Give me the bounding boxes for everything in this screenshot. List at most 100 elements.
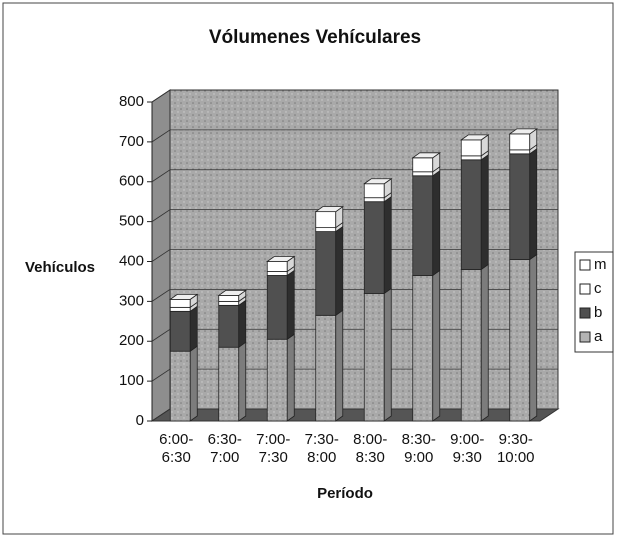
bar-front xyxy=(266,271,288,276)
bar-front xyxy=(169,310,191,352)
bar-front xyxy=(169,298,191,308)
legend-swatch xyxy=(579,259,591,271)
bar-front xyxy=(266,261,288,272)
bar-front xyxy=(169,350,191,422)
bar-side xyxy=(335,309,344,422)
x-tick-label: 6:00-6:30 xyxy=(159,431,194,466)
bar-side xyxy=(383,287,392,422)
bar-top xyxy=(411,152,441,159)
x-tick-label: 8:00-8:30 xyxy=(353,431,388,466)
bar-top xyxy=(169,293,199,300)
bar-front xyxy=(460,155,482,161)
bar-front xyxy=(412,171,434,177)
bar-top xyxy=(460,134,490,141)
bar-front xyxy=(315,211,337,229)
y-tick-label: 400 xyxy=(119,252,144,269)
bar-segment xyxy=(412,269,441,422)
bar-segment xyxy=(169,305,198,352)
bar-front xyxy=(315,231,337,316)
legend-label: a xyxy=(594,328,603,345)
y-tick-label: 300 xyxy=(119,292,144,309)
bar-side xyxy=(383,195,392,295)
bar-front xyxy=(218,304,240,348)
floor xyxy=(150,408,560,422)
x-tick-label: 8:30-9:00 xyxy=(401,431,436,466)
bar-front xyxy=(363,201,385,294)
bar-front xyxy=(460,139,482,157)
bar-side xyxy=(529,253,538,422)
bar-front xyxy=(218,300,240,306)
x-tick-label: 6:30-7:00 xyxy=(207,431,242,466)
bar-front xyxy=(218,294,240,302)
bar-front xyxy=(363,292,385,422)
bar-side xyxy=(238,341,247,422)
bar-front xyxy=(412,175,434,276)
legend-label: m xyxy=(594,256,607,273)
bar-segment xyxy=(508,128,538,151)
bar-side xyxy=(238,299,247,349)
bar-front xyxy=(169,306,191,312)
bar-segment xyxy=(509,148,538,261)
bar-top xyxy=(266,256,296,262)
bar-segment xyxy=(509,253,538,422)
bar-front xyxy=(363,197,385,203)
y-tick-label: 100 xyxy=(119,372,144,389)
bar-front xyxy=(218,346,240,422)
grid-line xyxy=(151,89,558,103)
bar-segment xyxy=(169,345,198,422)
bar-front xyxy=(509,149,531,155)
bar-front xyxy=(266,338,288,422)
bar-segment xyxy=(217,289,247,303)
bar-front xyxy=(363,183,385,199)
bar-side xyxy=(480,154,489,271)
bar-front xyxy=(460,159,482,270)
bar-segment xyxy=(412,169,441,277)
bar-segment xyxy=(266,333,295,422)
bar-segment xyxy=(460,154,489,271)
bar-side xyxy=(335,225,344,317)
y-tick-label: 200 xyxy=(119,332,144,349)
bar-segment xyxy=(169,293,199,309)
x-tick-label: 9:30-10:00 xyxy=(496,431,535,466)
bar-side xyxy=(432,169,441,277)
y-tick-label: 700 xyxy=(119,133,144,150)
bar-side xyxy=(432,269,441,422)
bar-front xyxy=(509,259,531,422)
bar-top xyxy=(217,289,247,296)
y-tick-label: 500 xyxy=(119,213,144,230)
bar-segment xyxy=(363,287,392,422)
y-tick-label: 800 xyxy=(119,93,144,110)
bar-side xyxy=(189,305,198,352)
bar-top xyxy=(363,178,393,185)
bar-front xyxy=(460,269,482,422)
bar-front xyxy=(315,227,337,232)
legend-swatch xyxy=(579,331,591,343)
bar-segment xyxy=(266,255,296,273)
chart-title: Vólumenes Vehículares xyxy=(209,27,421,48)
legend-swatch xyxy=(579,283,591,295)
y-tick-label: 600 xyxy=(119,173,144,190)
bar-top xyxy=(314,206,344,213)
x-tick-label: 9:00-9:30 xyxy=(450,431,485,466)
bar-segment xyxy=(266,269,295,341)
bar-side xyxy=(529,148,538,261)
legend-label: c xyxy=(594,280,602,297)
bar-side xyxy=(480,263,489,422)
legend-label: b xyxy=(594,304,602,321)
bar-segment xyxy=(460,134,490,157)
bar-segment xyxy=(314,205,344,229)
bar-segment xyxy=(218,299,247,349)
bar-segment xyxy=(411,152,441,173)
legend-swatch xyxy=(579,307,591,319)
bar-front xyxy=(412,275,434,422)
x-tick-label: 7:00-7:30 xyxy=(256,431,291,466)
bar-front xyxy=(509,133,531,151)
x-axis-label: Período xyxy=(317,485,373,502)
bar-segment xyxy=(315,309,344,422)
grid-line xyxy=(151,129,558,143)
bar-segment xyxy=(363,177,393,199)
bar-front xyxy=(266,275,288,340)
x-tick-label: 7:30-8:00 xyxy=(304,431,339,466)
